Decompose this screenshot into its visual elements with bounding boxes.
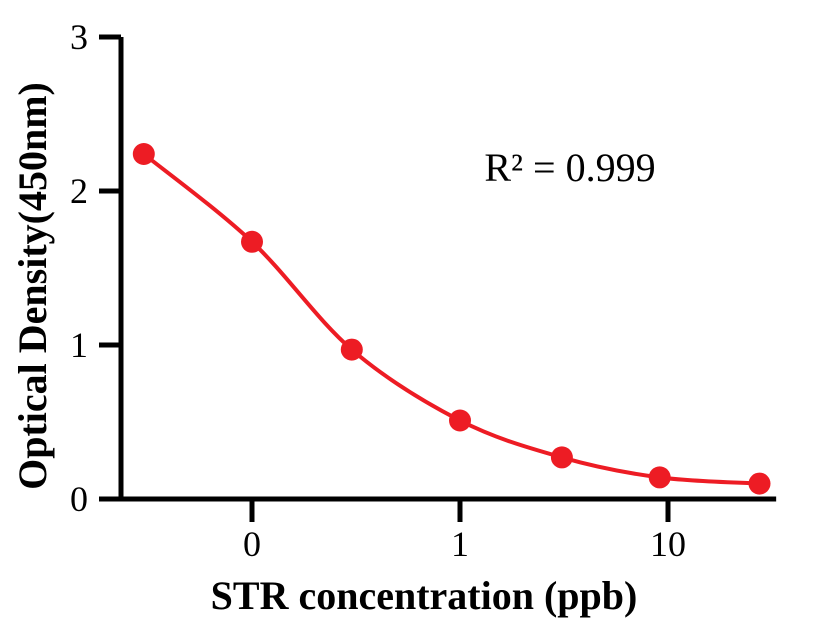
data-point-marker bbox=[748, 472, 771, 495]
x-axis-title: STR concentration (ppb) bbox=[211, 573, 638, 618]
x-tick-label: 0 bbox=[243, 524, 261, 564]
data-point-marker bbox=[132, 143, 155, 165]
x-tick-label: 1 bbox=[451, 524, 469, 564]
y-tick-label: 2 bbox=[70, 171, 88, 211]
fitted-curve-line bbox=[142, 152, 760, 486]
r-squared-annotation: R² = 0.999 bbox=[484, 145, 655, 190]
y-tick-label: 1 bbox=[70, 325, 88, 365]
y-tick-label: 3 bbox=[70, 17, 88, 57]
data-point-marker bbox=[550, 446, 573, 469]
axes-and-series-group: 0 1 2 3 0 1 10 bbox=[70, 17, 777, 564]
x-tick-label: 10 bbox=[650, 524, 686, 564]
data-point-marker bbox=[449, 409, 471, 432]
y-tick-label: 0 bbox=[70, 479, 88, 519]
data-point-marker bbox=[241, 230, 263, 253]
data-point-marker bbox=[648, 466, 671, 489]
y-axis-title: Optical Density(450nm) bbox=[10, 82, 55, 490]
data-point-marker bbox=[340, 338, 363, 361]
